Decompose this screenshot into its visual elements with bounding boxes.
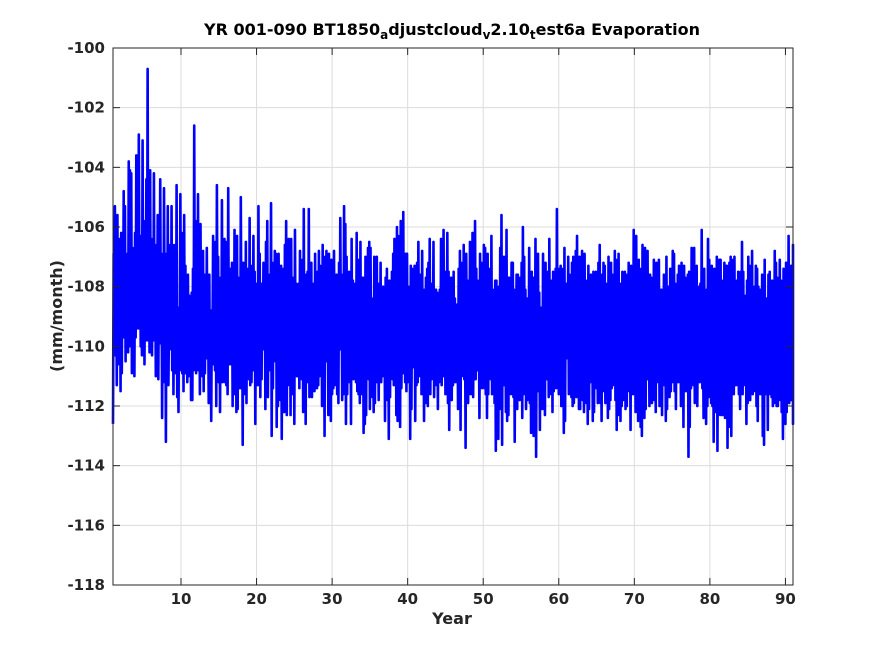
y-tick-label: -116 (67, 516, 105, 534)
y-tick-labels: -118 -116 -114 -112 -110 -108 -106 -104 -102 -100 (67, 39, 105, 594)
evaporation-series-line (111, 67, 795, 459)
series-layer (111, 67, 795, 459)
x-tick-label: 40 (397, 590, 418, 608)
y-axis-title: (mm/month) (47, 260, 66, 372)
title-part-6: est6a Evaporation (536, 20, 700, 39)
x-tick-label: 50 (473, 590, 494, 608)
x-tick-label: 70 (624, 590, 645, 608)
x-tick-labels: 10 20 30 40 50 60 70 80 90 (171, 590, 796, 608)
x-tick-label: 20 (246, 590, 267, 608)
y-tick-label: -112 (67, 397, 105, 415)
title-part-5: t (530, 28, 536, 42)
y-tick-label: -100 (67, 39, 105, 57)
x-tick-label: 80 (699, 590, 720, 608)
y-tick-label: -104 (67, 158, 105, 176)
y-tick-label: -108 (67, 278, 105, 296)
y-tick-label: -102 (67, 99, 105, 117)
x-tick-label: 90 (775, 590, 796, 608)
title-part-3: v (483, 28, 491, 42)
x-axis-title: Year (431, 609, 472, 628)
title-part-1: a (380, 28, 388, 42)
title-part-0: YR 001-090 BT1850 (203, 20, 380, 39)
y-tick-label: -118 (67, 576, 105, 594)
x-tick-label: 10 (171, 590, 192, 608)
plot-area (111, 47, 795, 586)
x-tick-label: 60 (548, 590, 569, 608)
y-tick-label: -106 (67, 218, 105, 236)
title-part-4: 2.10 (490, 20, 529, 39)
y-tick-label: -114 (67, 457, 105, 475)
plot-frame (112, 47, 794, 586)
title-part-2: djustcloud (388, 20, 482, 39)
x-tick-label: 30 (322, 590, 343, 608)
y-tick-label: -110 (67, 337, 105, 355)
chart-title: YR 001-090 BT1850adjustcloudv2.10test6a … (203, 20, 700, 42)
